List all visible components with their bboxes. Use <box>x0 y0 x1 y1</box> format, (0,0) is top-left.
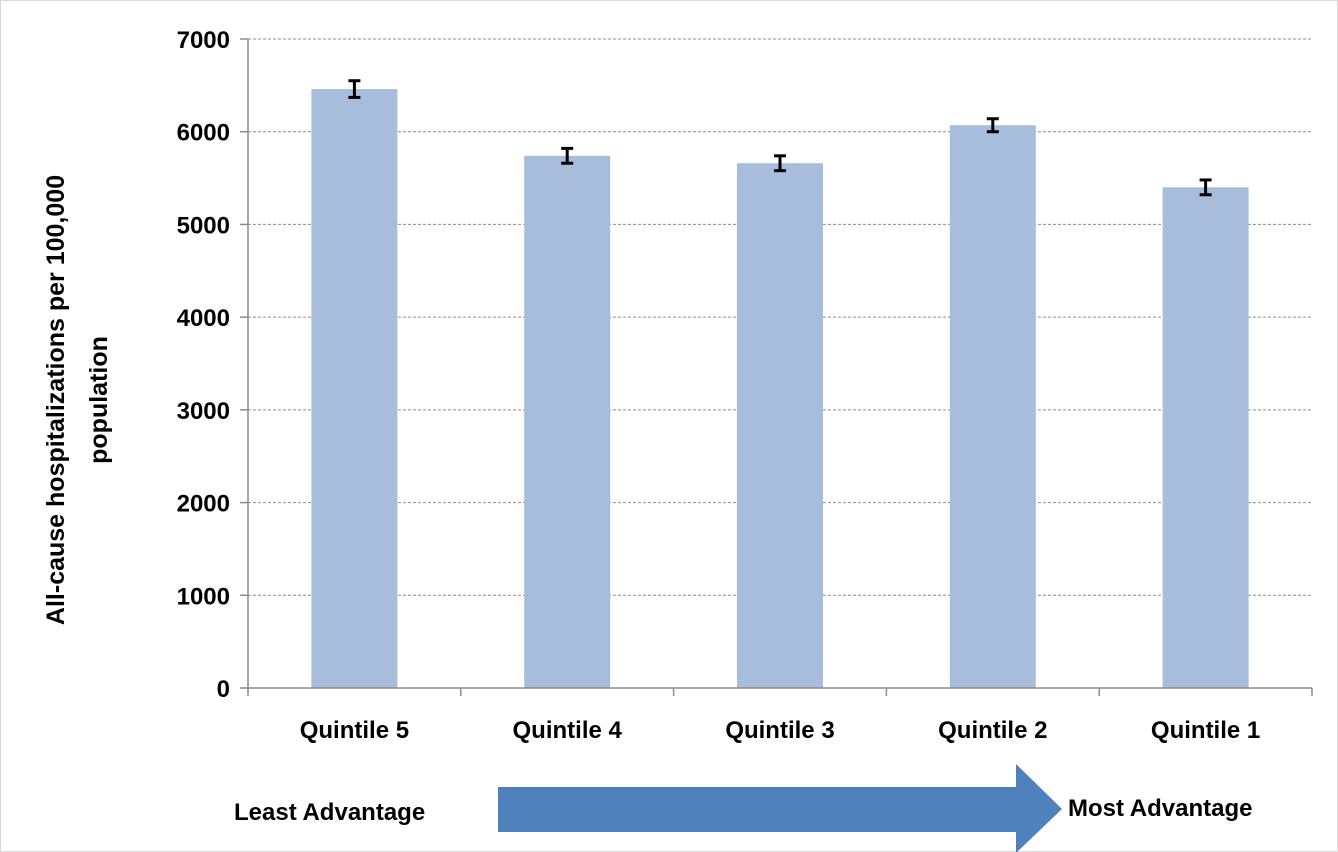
axes <box>247 39 1312 689</box>
y-axis-title-line-2: population <box>85 336 113 464</box>
bars <box>311 89 1249 689</box>
bar <box>949 125 1036 688</box>
bar <box>1162 187 1249 689</box>
x-tick-label: Quintile 1 <box>1151 717 1260 744</box>
y-tick-label: 3000 <box>177 398 230 425</box>
bar <box>737 163 823 689</box>
x-tick-labels: Quintile 5 Quintile 4 Quintile 3 Quintile 2… <box>300 717 1261 744</box>
y-tick-labels: 0 1000 2000 3000 4000 5000 6000 7000 <box>177 27 230 703</box>
error-bar <box>561 146 574 165</box>
error-bars <box>348 79 1212 197</box>
x-tick-label: Quintile 5 <box>300 717 409 744</box>
x-tick-label: Quintile 4 <box>513 717 623 744</box>
y-tick-label: 1000 <box>177 583 230 610</box>
error-bar <box>1199 178 1212 197</box>
bar <box>311 89 398 688</box>
direction-arrow <box>498 764 1062 852</box>
y-tick-label: 7000 <box>177 27 230 54</box>
y-tick-label: 4000 <box>177 305 230 332</box>
advantage-annotation: Least Advantage Most Advantage <box>234 764 1252 852</box>
x-tick-label: Quintile 3 <box>725 717 834 744</box>
y-tick-label: 5000 <box>177 212 230 239</box>
error-bar <box>986 117 999 134</box>
y-tick-label: 0 <box>217 676 230 703</box>
y-tick-label: 2000 <box>177 491 230 518</box>
bar <box>524 155 611 688</box>
most-advantage-label: Most Advantage <box>1068 795 1252 822</box>
least-advantage-label: Least Advantage <box>234 799 425 826</box>
error-bar <box>348 79 361 99</box>
x-tick-label: Quintile 2 <box>938 717 1047 744</box>
error-bar <box>774 154 786 173</box>
y-tick-label: 6000 <box>177 120 230 147</box>
gridlines <box>240 38 1313 696</box>
y-axis-title-line-1: All-cause hospitalizations per 100,000 <box>42 175 70 625</box>
